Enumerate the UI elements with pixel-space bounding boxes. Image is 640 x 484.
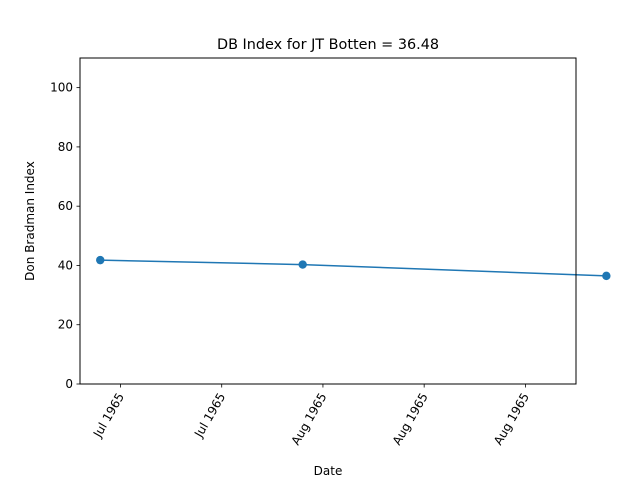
y-tick-label: 0 bbox=[65, 377, 73, 391]
series-layer bbox=[96, 255, 611, 281]
x-axis-label: Date bbox=[314, 464, 343, 478]
chart-title: DB Index for JT Botten = 36.48 bbox=[217, 37, 439, 53]
y-axis-label: Don Bradman Index bbox=[23, 161, 37, 281]
data-point bbox=[298, 260, 307, 269]
y-tick-label: 20 bbox=[58, 318, 73, 332]
y-tick-label: 80 bbox=[58, 140, 73, 154]
y-tick-label: 60 bbox=[58, 199, 73, 213]
y-axis-ticks: 0 20 40 60 80 100 bbox=[50, 81, 80, 391]
y-tick-label: 100 bbox=[50, 81, 73, 95]
data-point bbox=[96, 255, 105, 265]
data-point bbox=[602, 271, 611, 281]
y-tick-label: 40 bbox=[58, 258, 73, 272]
plot-area-frame bbox=[79, 57, 577, 385]
